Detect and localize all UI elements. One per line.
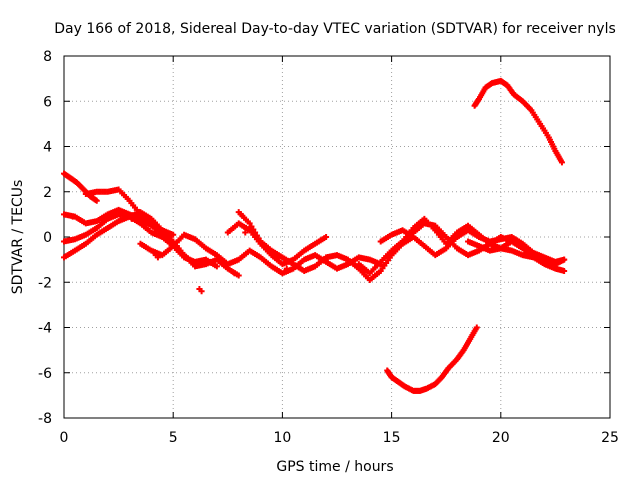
data-point xyxy=(323,234,330,240)
data-point xyxy=(93,197,100,204)
data-point xyxy=(128,215,135,222)
x-axis-label: GPS time / hours xyxy=(276,459,393,475)
series-scatter xyxy=(69,211,290,295)
series-arc-12 xyxy=(465,238,568,268)
data-point xyxy=(558,159,565,166)
x-tick-label: 0 xyxy=(60,430,69,446)
data-point xyxy=(246,220,253,227)
y-tick-label: 4 xyxy=(43,140,52,156)
series-arc-1 xyxy=(61,170,100,204)
data-point xyxy=(561,267,568,274)
series-arc-14 xyxy=(384,324,480,394)
x-tick-label: 15 xyxy=(383,430,401,446)
data-points xyxy=(61,77,568,394)
data-point xyxy=(248,223,255,230)
y-tick-label: -6 xyxy=(38,366,52,382)
x-tick-label: 5 xyxy=(169,430,178,446)
data-point xyxy=(252,229,259,236)
data-point xyxy=(473,324,480,331)
grid xyxy=(64,56,610,418)
data-point xyxy=(283,265,290,272)
x-tick-label: 20 xyxy=(492,430,510,446)
series-arc-13 xyxy=(471,77,565,166)
axis-ticks: 0 5 10 15 20 25 -8 -6 -4 -2 0 2 4 6 8 xyxy=(38,49,619,446)
x-tick-label: 10 xyxy=(273,430,291,446)
y-tick-label: 0 xyxy=(43,230,52,246)
y-tick-label: 8 xyxy=(43,49,52,65)
y-tick-label: -4 xyxy=(38,321,52,337)
data-point xyxy=(275,254,282,261)
data-point xyxy=(237,211,244,218)
series-arc-8 xyxy=(235,209,417,283)
y-tick-label: 2 xyxy=(43,185,52,201)
data-point xyxy=(170,231,177,238)
data-point xyxy=(231,270,238,277)
data-point xyxy=(253,232,260,239)
y-tick-label: -8 xyxy=(38,411,52,427)
data-point xyxy=(198,288,205,295)
data-point xyxy=(255,235,262,242)
data-point xyxy=(69,213,76,220)
y-axis-label: SDTVAR / TECUs xyxy=(10,180,26,295)
data-point xyxy=(250,226,257,233)
data-point xyxy=(242,229,249,236)
x-tick-label: 25 xyxy=(601,430,619,446)
y-tick-label: -2 xyxy=(38,275,52,291)
data-point xyxy=(154,254,161,261)
data-point xyxy=(561,256,568,263)
data-point xyxy=(213,263,220,270)
chart-title: Day 166 of 2018, Sidereal Day-to-day VTE… xyxy=(54,21,616,37)
y-tick-label: 6 xyxy=(43,94,52,110)
data-point xyxy=(235,272,242,279)
